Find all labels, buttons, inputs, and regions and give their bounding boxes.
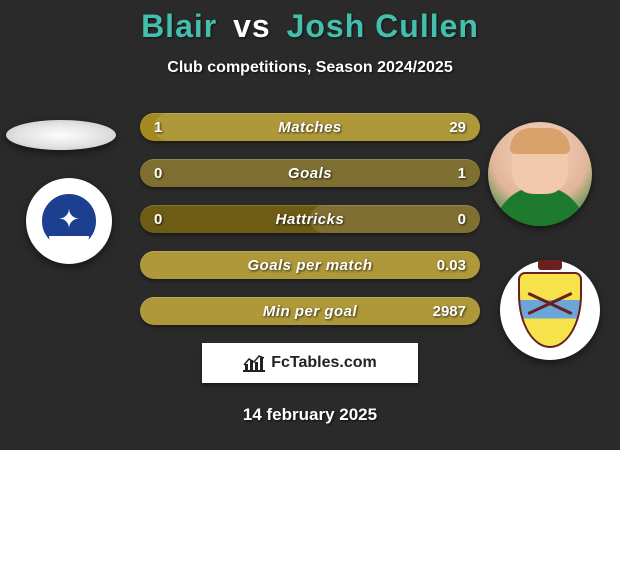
title-player-1: Blair — [141, 8, 217, 44]
stat-right-value: 2987 — [433, 303, 466, 320]
whitespace-below — [0, 450, 620, 580]
watermark-text: FcTables.com — [271, 354, 377, 372]
stat-label: Matches — [140, 119, 480, 136]
stat-label: Goals per match — [140, 257, 480, 274]
title-player-2: Josh Cullen — [287, 8, 479, 44]
stat-row: 0Hattricks0 — [140, 205, 480, 233]
stat-label: Goals — [140, 165, 480, 182]
infographic: Blair vs Josh Cullen Club competitions, … — [0, 0, 620, 450]
bar-chart-icon — [243, 354, 265, 372]
stat-label: Min per goal — [140, 303, 480, 320]
subtitle: Club competitions, Season 2024/2025 — [0, 59, 620, 77]
stat-right-value: 0.03 — [437, 257, 466, 274]
stat-label: Hattricks — [140, 211, 480, 228]
page-title: Blair vs Josh Cullen — [0, 8, 620, 45]
stat-row: 1Matches29 — [140, 113, 480, 141]
stat-right-value: 0 — [458, 211, 466, 228]
title-vs: vs — [233, 8, 271, 44]
stat-rows: 1Matches290Goals10Hattricks0Goals per ma… — [0, 113, 620, 325]
stat-row: 0Goals1 — [140, 159, 480, 187]
stat-right-value: 29 — [449, 119, 466, 136]
stat-right-value: 1 — [458, 165, 466, 182]
stat-row: Goals per match0.03 — [140, 251, 480, 279]
date-text: 14 february 2025 — [0, 405, 620, 425]
stat-row: Min per goal2987 — [140, 297, 480, 325]
watermark: FcTables.com — [202, 343, 418, 383]
